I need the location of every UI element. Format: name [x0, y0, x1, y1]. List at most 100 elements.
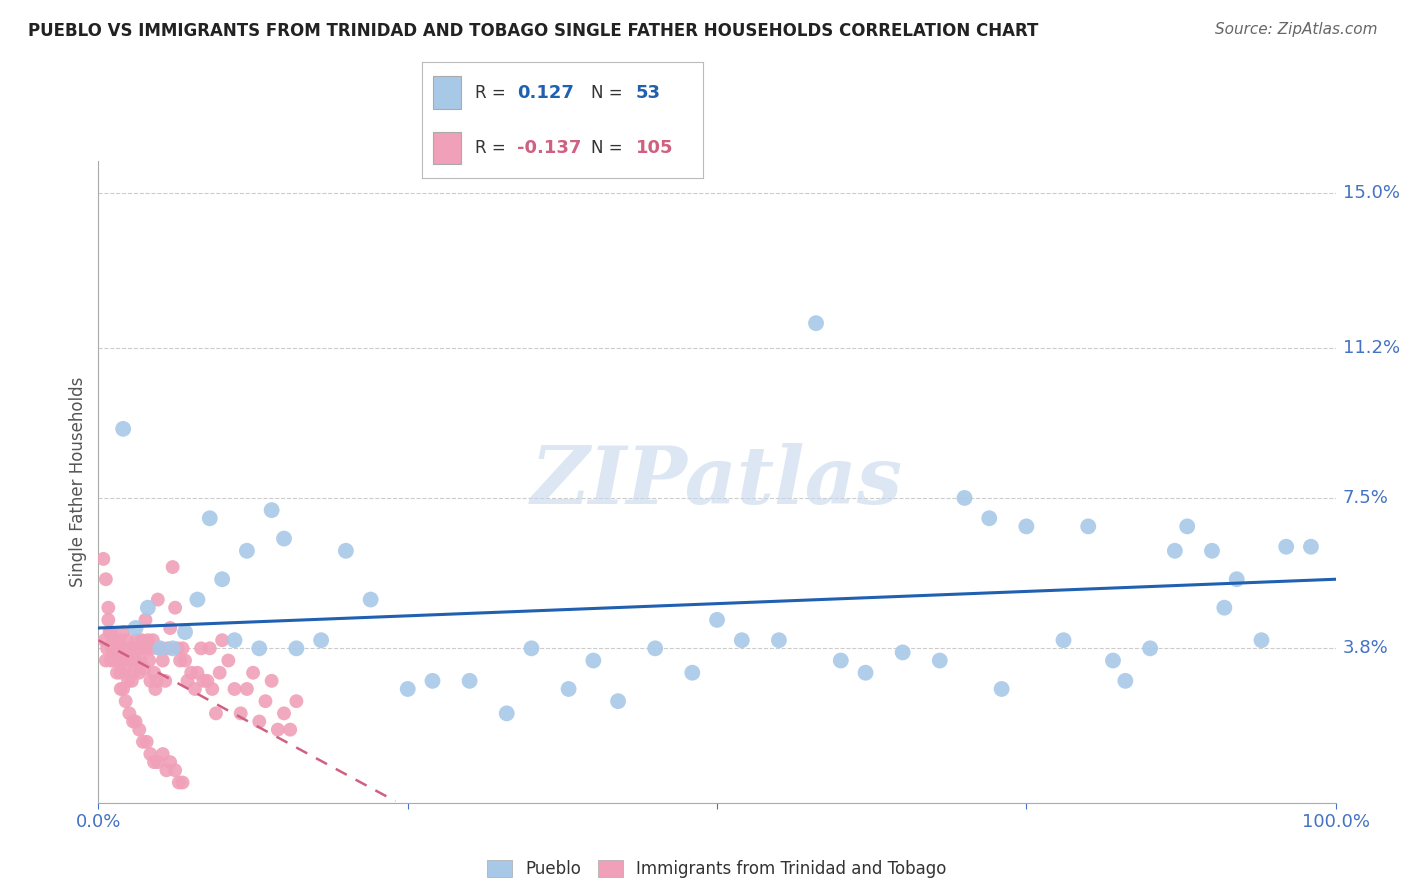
Point: [260, 503, 283, 517]
Text: 53: 53: [636, 84, 661, 102]
Point: [285, 641, 308, 656]
Point: [953, 491, 976, 505]
Point: [557, 681, 579, 696]
Point: [273, 706, 295, 721]
Point: [198, 641, 221, 656]
Point: [242, 665, 264, 680]
Point: [124, 621, 146, 635]
Point: [180, 665, 202, 680]
Point: [285, 694, 308, 708]
Point: [124, 654, 146, 668]
Point: [166, 641, 188, 656]
Point: [122, 714, 145, 729]
Point: [990, 681, 1012, 696]
Point: [928, 654, 950, 668]
Point: [520, 641, 543, 656]
Point: [360, 592, 382, 607]
Legend: Pueblo, Immigrants from Trinidad and Tobago: Pueblo, Immigrants from Trinidad and Tob…: [481, 853, 953, 884]
Point: [136, 600, 159, 615]
Point: [135, 735, 157, 749]
Point: [309, 633, 332, 648]
Point: [1164, 543, 1187, 558]
Point: [1077, 519, 1099, 533]
Point: [159, 755, 181, 769]
Point: [159, 621, 181, 635]
Point: [117, 673, 139, 688]
Point: [162, 560, 184, 574]
Text: -0.137: -0.137: [517, 139, 582, 157]
Point: [195, 673, 218, 688]
Point: [1175, 519, 1198, 533]
Point: [143, 665, 166, 680]
Text: 0.127: 0.127: [517, 84, 574, 102]
Point: [104, 654, 127, 668]
Point: [224, 633, 246, 648]
Point: [1201, 543, 1223, 558]
Point: [125, 633, 148, 648]
Point: [278, 723, 301, 737]
Point: [495, 706, 517, 721]
Point: [139, 673, 162, 688]
Point: [136, 633, 159, 648]
Point: [94, 572, 117, 586]
Point: [110, 681, 132, 696]
Point: [184, 681, 207, 696]
Point: [146, 592, 169, 607]
Point: [101, 641, 124, 656]
Point: [190, 641, 212, 656]
Point: [236, 543, 259, 558]
Point: [112, 641, 135, 656]
Point: [127, 641, 149, 656]
Point: [193, 673, 215, 688]
Point: [152, 654, 174, 668]
Point: [105, 665, 128, 680]
Text: R =: R =: [475, 139, 512, 157]
Point: [104, 641, 127, 656]
Point: [273, 532, 295, 546]
Point: [165, 600, 187, 615]
Text: ZIPatlas: ZIPatlas: [531, 443, 903, 520]
Point: [142, 633, 165, 648]
Point: [107, 641, 129, 656]
Point: [891, 645, 914, 659]
Text: 7.5%: 7.5%: [1343, 489, 1389, 507]
Point: [103, 633, 125, 648]
Point: [128, 723, 150, 737]
Point: [107, 654, 129, 668]
Point: [121, 673, 143, 688]
Point: [804, 316, 827, 330]
Point: [172, 775, 194, 789]
Point: [110, 665, 132, 680]
Point: [172, 641, 194, 656]
Point: [132, 641, 155, 656]
Point: [198, 511, 221, 525]
Point: [132, 735, 155, 749]
Point: [146, 755, 169, 769]
Point: [1052, 633, 1074, 648]
Point: [1015, 519, 1038, 533]
Point: [165, 764, 187, 778]
Point: [174, 625, 197, 640]
Point: [124, 714, 146, 729]
Point: [211, 633, 233, 648]
Point: [1275, 540, 1298, 554]
Point: [1102, 654, 1125, 668]
Point: [247, 641, 270, 656]
Point: [149, 641, 172, 656]
Point: [139, 747, 162, 761]
Point: [1114, 673, 1136, 688]
Point: [217, 654, 239, 668]
Point: [211, 572, 233, 586]
Point: [169, 654, 191, 668]
Point: [134, 662, 156, 676]
Point: [186, 665, 208, 680]
FancyBboxPatch shape: [433, 77, 461, 109]
Point: [855, 665, 877, 680]
Text: N =: N =: [591, 139, 627, 157]
Point: [152, 747, 174, 761]
Point: [97, 613, 120, 627]
Point: [267, 723, 290, 737]
Point: [128, 665, 150, 680]
Point: [112, 422, 135, 436]
Point: [186, 592, 208, 607]
